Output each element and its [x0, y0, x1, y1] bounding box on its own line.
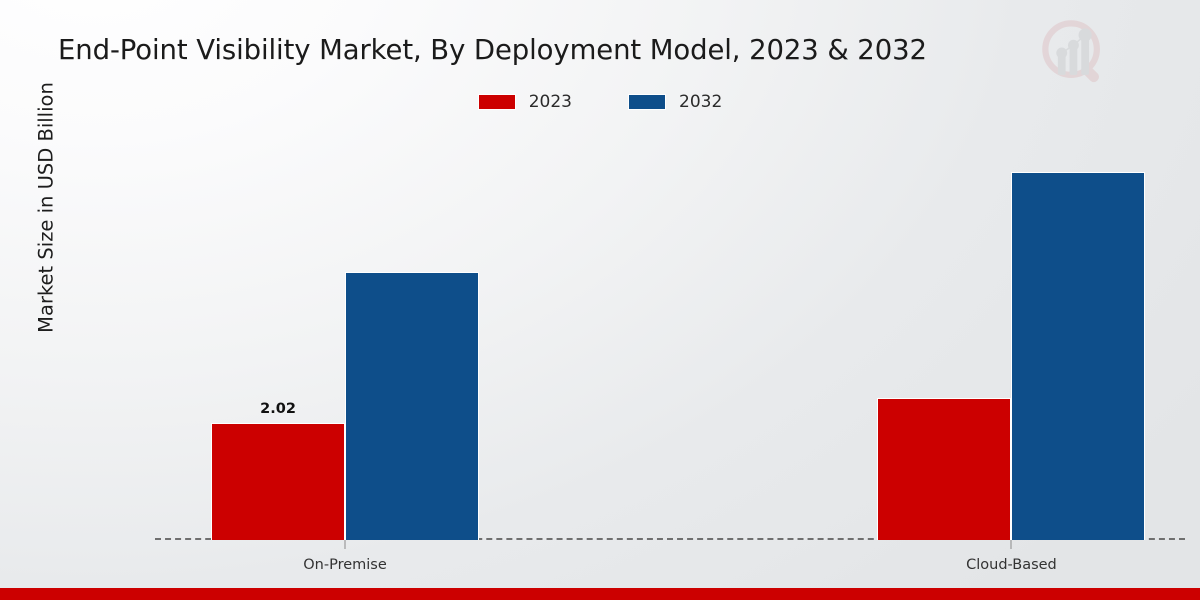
x-axis-tick-on-premise	[344, 540, 346, 549]
legend-label-2032: 2032	[679, 92, 723, 112]
bar-cloud-based-2023[interactable]	[877, 397, 1012, 540]
footer-accent-strip	[0, 588, 1200, 600]
x-axis-label-cloud-based: Cloud-Based	[966, 557, 1057, 573]
watermark-logo-icon	[1036, 14, 1114, 92]
chart-legend: 2023 2032	[0, 92, 1200, 112]
chart-title: End-Point Visibility Market, By Deployme…	[58, 34, 927, 66]
x-axis-tick-cloud-based	[1010, 540, 1012, 549]
x-axis-label-on-premise: On-Premise	[303, 557, 387, 573]
legend-item-2032[interactable]: 2032	[628, 92, 722, 112]
bar-value-label-on-premise-2023: 2.02	[260, 400, 296, 417]
legend-swatch-2032	[628, 94, 666, 110]
bar-on-premise-2032[interactable]	[345, 271, 480, 540]
y-axis-title: Market Size in USD Billion	[34, 82, 58, 333]
legend-label-2023: 2023	[528, 92, 572, 112]
bar-cloud-based-2032[interactable]	[1011, 171, 1146, 540]
legend-swatch-2023	[477, 94, 516, 110]
bar-on-premise-2023[interactable]	[211, 422, 346, 540]
legend-item-2023[interactable]: 2023	[477, 92, 572, 112]
x-axis-baseline	[155, 538, 1185, 540]
plot-area: 2.02 On-Premise Cloud-Based	[155, 140, 1185, 573]
